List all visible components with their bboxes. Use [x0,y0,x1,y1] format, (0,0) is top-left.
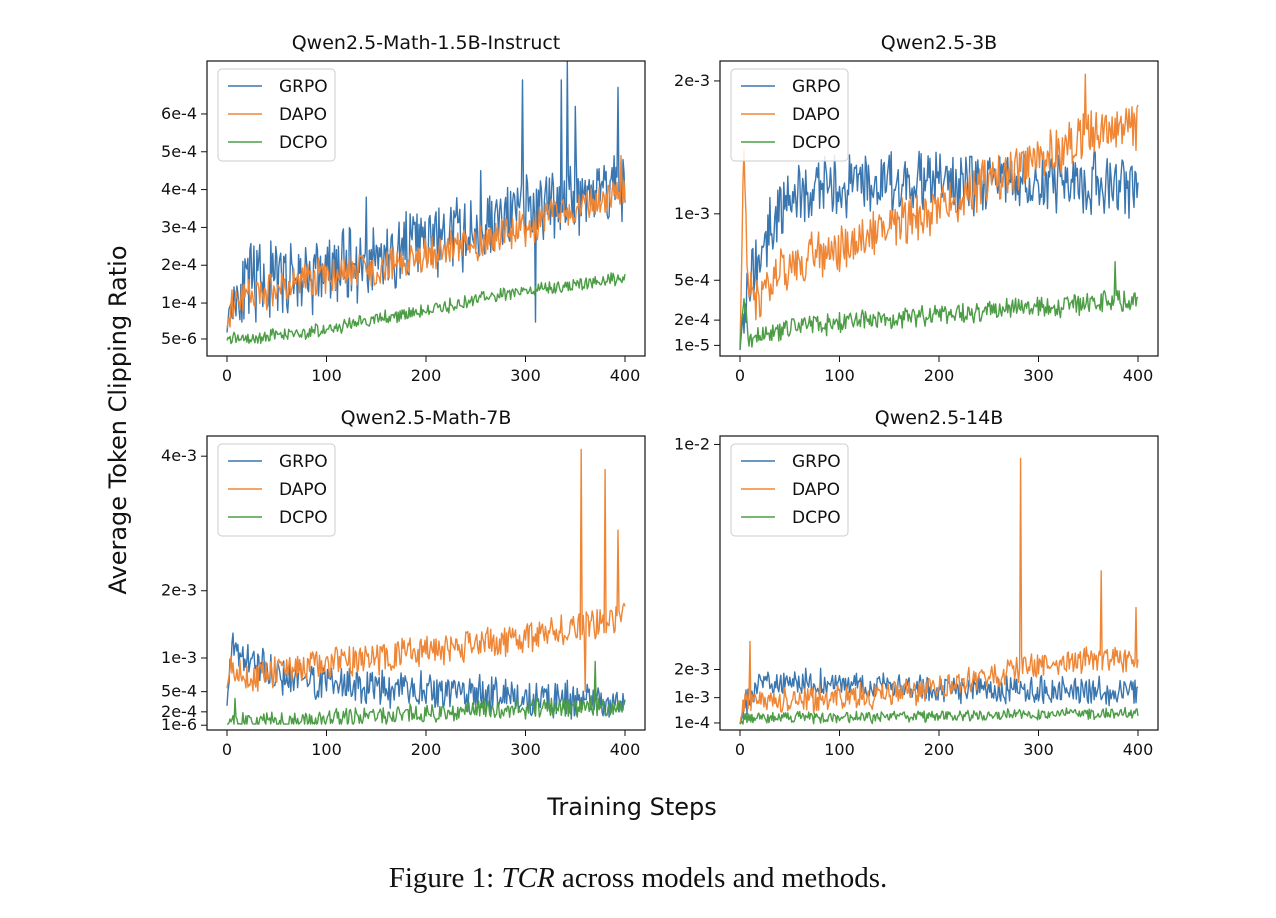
series-line-dcpo [739,261,1139,348]
legend-label-grpo: GRPO [279,452,328,472]
y-tick-label: 1e-3 [674,204,710,223]
series-line-dapo [739,457,1139,725]
legend-label-dcpo: DCPO [792,508,841,528]
caption-emphasis: TCR [501,862,555,894]
y-tick-label: 1e-5 [674,335,710,354]
legend: GRPO DAPO DCPO [730,443,849,537]
y-tick-label: 4e-3 [161,446,197,465]
y-tick-label: 2e-3 [161,581,197,600]
legend: GRPO DAPO DCPO [217,68,336,162]
x-axis-label: Training Steps [546,793,716,821]
subplot-title: Qwen2.5-3B [881,32,997,54]
x-tick-label: 300 [1023,740,1054,759]
subplot-title: Qwen2.5-14B [875,407,1004,429]
y-tick-label: 1e-4 [161,293,197,312]
y-tick-label: 2e-3 [674,660,710,679]
series-lines [226,448,626,725]
series-line-dapo [226,448,626,693]
subplot-title: Qwen2.5-Math-7B [341,407,512,429]
legend-box [217,68,336,162]
series-lines [739,73,1139,351]
x-tick-label: 0 [222,366,232,385]
y-tick-label: 1e-4 [674,713,710,732]
subplot-title: Qwen2.5-Math-1.5B-Instruct [292,32,561,54]
legend-label-dcpo: DCPO [279,133,328,153]
subplot-3: Qwen2.5-Math-7B 0 100 200 300 400 1e-62e-45e-4… [161,407,646,759]
x-tick-label: 200 [924,740,955,759]
caption-prefix: Figure 1: [388,862,502,894]
subplot-2: Qwen2.5-3B 0 100 200 300 400 1e-5 2e-4 5e-4 1e-3 2… [674,32,1159,385]
legend-label-dapo: DAPO [279,105,327,125]
series-line-dcpo [226,272,626,345]
y-tick-label: 1e-6 [161,715,197,734]
legend-label-dcpo: DCPO [279,508,328,528]
x-tick-label: 300 [1023,366,1054,385]
caption-suffix: across models and methods. [554,862,888,894]
legend-label-grpo: GRPO [279,77,328,97]
series-lines [739,457,1139,725]
legend-label-grpo: GRPO [792,452,841,472]
series-line-dcpo [227,660,626,725]
x-tick-label: 100 [824,366,855,385]
x-tick-label: 0 [735,366,745,385]
x-tick-label: 200 [924,366,955,385]
legend-box [217,443,336,537]
legend-label-dapo: DAPO [279,480,327,500]
legend-label-dapo: DAPO [792,105,840,125]
y-tick-label: 5e-4 [674,270,710,289]
y-tick-label: 5e-6 [161,329,197,348]
y-tick-label: 3e-4 [161,217,197,236]
x-tick-label: 100 [311,366,342,385]
x-tick-label: 200 [411,366,442,385]
legend: GRPO DAPO DCPO [217,443,336,537]
legend: GRPO DAPO DCPO [730,68,849,162]
y-axis-label: Average Token Clipping Ratio [104,245,132,594]
y-tick-label: 1e-3 [161,648,197,667]
series-line-grpo [739,149,1139,351]
x-tick-label: 400 [610,740,641,759]
legend-box [730,443,849,537]
x-tick-label: 100 [311,740,342,759]
x-tick-label: 100 [824,740,855,759]
x-tick-label: 300 [510,366,541,385]
y-tick-label: 2e-4 [161,255,197,274]
y-tick-label: 5e-4 [161,142,197,161]
legend-box [730,68,849,162]
y-tick-label: 1e-2 [674,434,710,453]
y-tick-label: 5e-4 [161,682,197,701]
series-line-grpo [226,632,626,720]
x-tick-label: 400 [1123,366,1154,385]
x-tick-label: 200 [411,740,442,759]
x-tick-label: 0 [222,740,232,759]
legend-label-grpo: GRPO [792,77,841,97]
x-tick-label: 400 [610,366,641,385]
series-line-dcpo [739,706,1139,725]
x-tick-label: 400 [1123,740,1154,759]
y-tick-label: 2e-3 [674,71,710,90]
series-line-dapo [739,73,1139,347]
figure-caption: Figure 1: TCR across models and methods. [0,862,1276,895]
y-tick-label: 4e-4 [161,180,197,199]
x-tick-label: 0 [735,740,745,759]
y-tick-label: 2e-4 [674,310,710,329]
legend-label-dapo: DAPO [792,480,840,500]
y-tick-label: 2e-4 [161,702,197,721]
x-tick-label: 300 [510,740,541,759]
y-tick-label: 6e-4 [161,104,197,123]
subplot-grid: Qwen2.5-Math-1.5B-Instruct 0 100 200 300 400 5… [161,32,1159,759]
subplot-4: Qwen2.5-14B 0 100 200 300 400 1e-4 1e-3 2e-3 1e-2… [674,407,1159,759]
series-lines [226,61,626,345]
legend-label-dcpo: DCPO [792,133,841,153]
subplot-1: Qwen2.5-Math-1.5B-Instruct 0 100 200 300 400 5… [161,32,646,385]
series-line-dapo [226,154,626,329]
y-tick-label: 1e-3 [674,688,710,707]
